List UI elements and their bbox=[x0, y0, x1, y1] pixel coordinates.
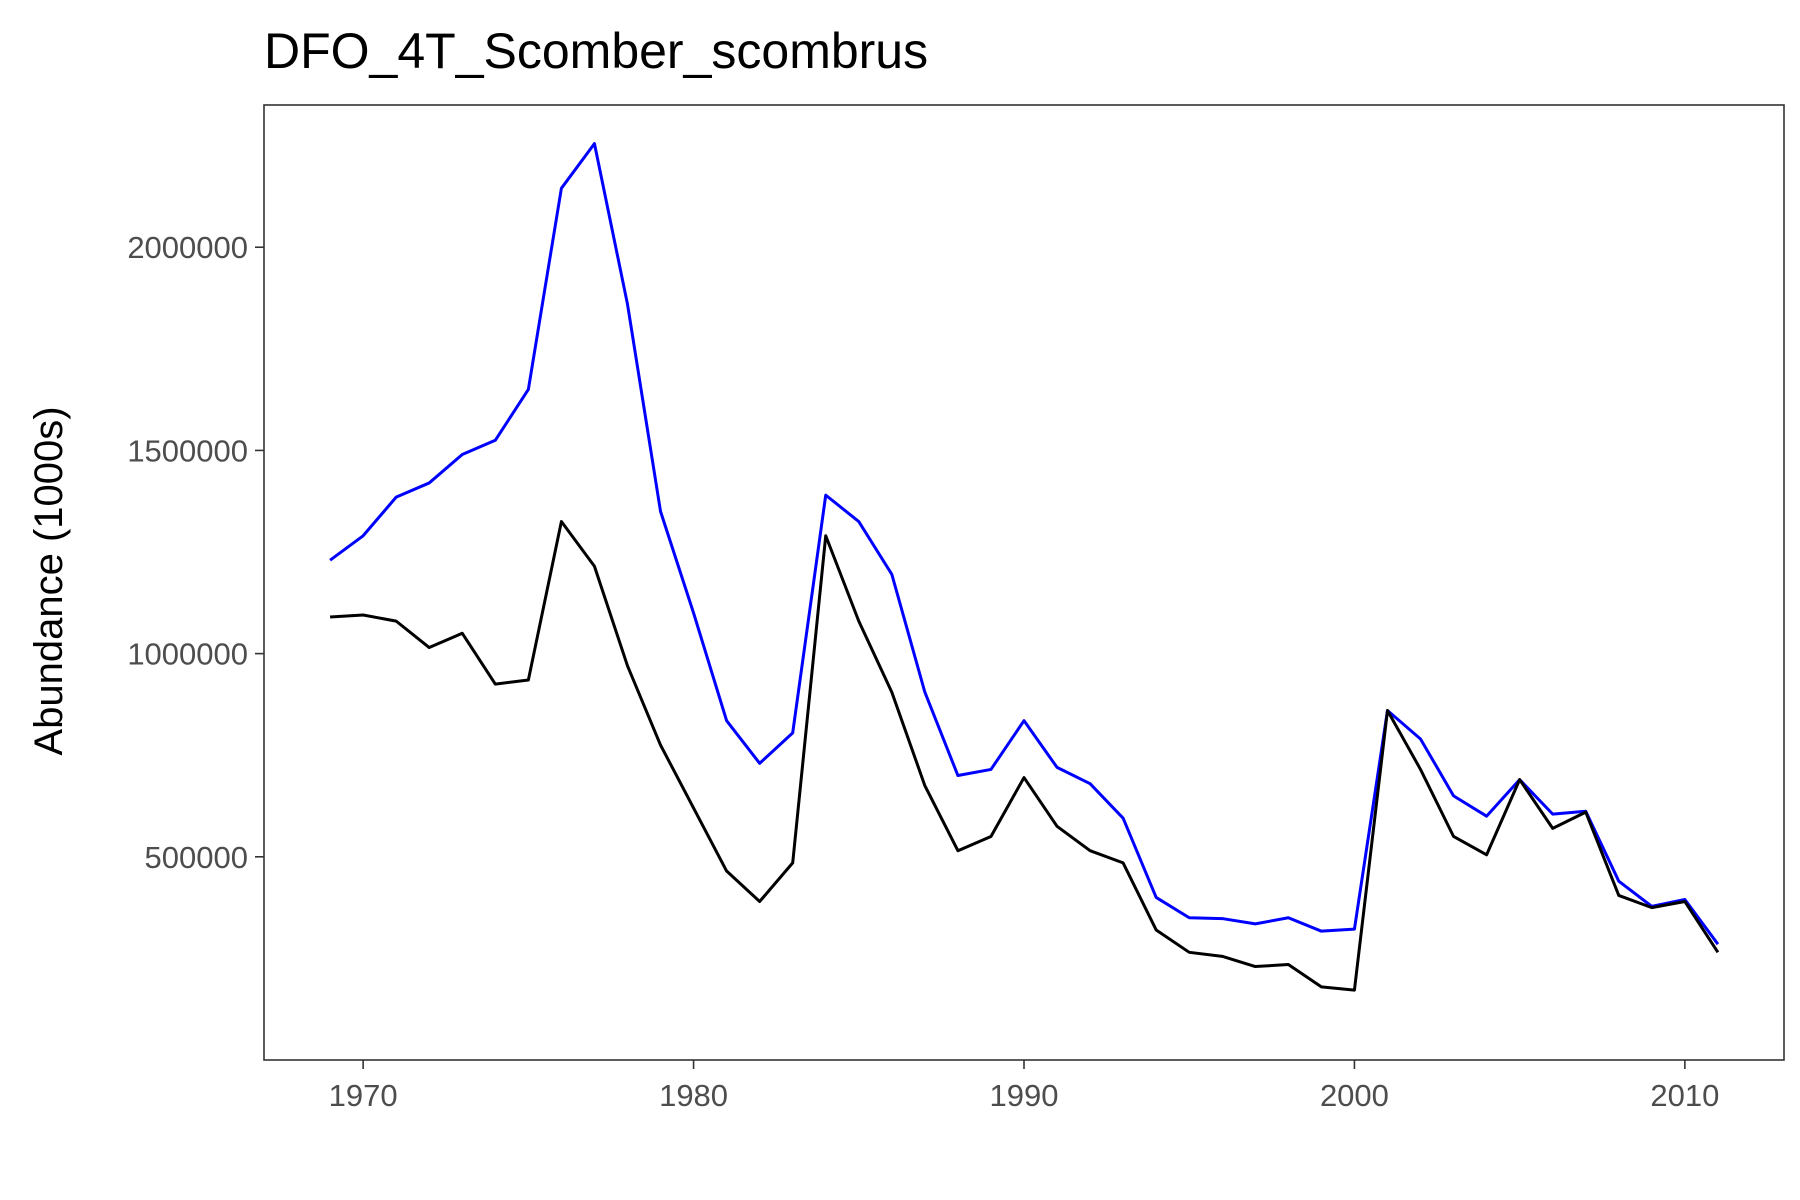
y-axis: 500000 1000000 1500000 2000000 bbox=[127, 230, 264, 875]
x-tick-label: 2000 bbox=[1320, 1078, 1389, 1113]
y-tick-label: 500000 bbox=[145, 840, 248, 875]
series-line-1 bbox=[329, 142, 1720, 946]
x-tick-label: 1970 bbox=[329, 1078, 398, 1113]
y-tick-label: 1500000 bbox=[127, 433, 248, 468]
series-line-2 bbox=[329, 520, 1720, 992]
y-tick-label: 1000000 bbox=[127, 637, 248, 672]
x-axis: 1970 1980 1990 2000 2010 bbox=[329, 1060, 1719, 1113]
series-layer bbox=[329, 142, 1720, 992]
x-tick-label: 2010 bbox=[1650, 1078, 1719, 1113]
y-axis-label: Abundance (1000s) bbox=[27, 406, 71, 755]
x-tick-label: 1990 bbox=[990, 1078, 1059, 1113]
y-tick-label: 2000000 bbox=[127, 230, 248, 265]
chart-title: DFO_4T_Scomber_scombrus bbox=[264, 23, 928, 79]
x-tick-label: 1980 bbox=[659, 1078, 728, 1113]
